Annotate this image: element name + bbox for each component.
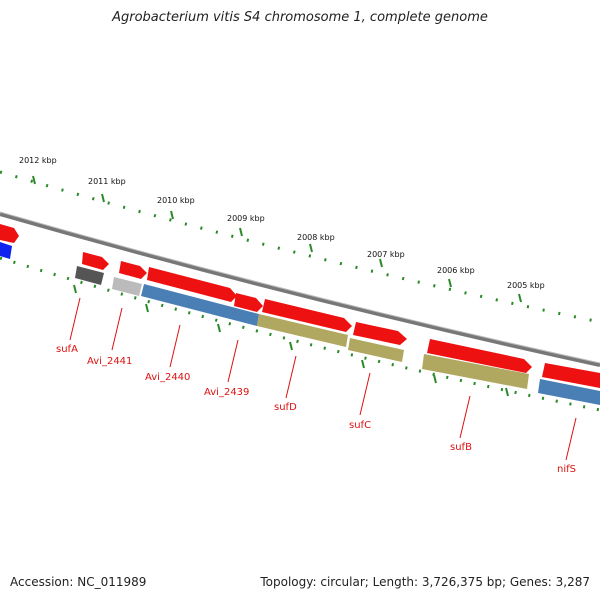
kbp-label: 2007 kbp (367, 250, 405, 259)
minor-tick (433, 374, 437, 384)
scale-labels: 2012 kbp 2011 kbp 2010 kbp 2009 kbp 2008… (19, 156, 545, 290)
major-tick (518, 293, 522, 303)
gene-feature (82, 252, 109, 270)
gene-label-sufd: sufD (274, 402, 297, 413)
gene-feature (427, 339, 532, 373)
gene-feature (542, 363, 600, 388)
gene-feature (257, 314, 348, 347)
gene-feature (119, 261, 147, 279)
minor-tick (289, 341, 293, 351)
gene-labels: sufA Avi_2441 Avi_2440 Avi_2439 sufD suf… (56, 344, 576, 475)
forward-strand-genes (0, 224, 600, 388)
gene-feature (538, 379, 600, 405)
gene-leader-lines (69, 297, 577, 461)
kbp-label: 2005 kbp (507, 281, 545, 290)
gene-label-avi-2441: Avi_2441 (87, 356, 132, 367)
genome-backbone (0, 212, 600, 367)
kbp-label: 2012 kbp (19, 156, 57, 165)
gene-label-sufc: sufC (349, 420, 371, 431)
outer-scale-ring (0, 170, 600, 324)
accession-label: Accession: NC_011989 (10, 575, 147, 589)
kbp-label: 2009 kbp (227, 214, 265, 223)
kbp-label: 2011 kbp (88, 177, 126, 186)
gene-feature (0, 224, 19, 243)
minor-tick (505, 387, 509, 397)
gene-feature (112, 277, 142, 296)
gene-label-nifs: nifS (557, 464, 576, 475)
gene-label-avi-2440: Avi_2440 (145, 372, 190, 383)
gene-feature (422, 354, 529, 389)
major-tick (448, 278, 452, 288)
major-tick (32, 175, 36, 185)
gene-feature (262, 299, 352, 332)
minor-tick (73, 284, 77, 294)
gene-label-avi-2439: Avi_2439 (204, 387, 249, 398)
gene-feature (348, 338, 404, 362)
gene-feature (234, 293, 263, 312)
major-tick (309, 243, 313, 253)
gene-feature (75, 266, 104, 285)
inner-scale-ring (0, 256, 600, 412)
genome-title: Agrobacterium vitis S4 chromosome 1, com… (112, 10, 488, 25)
major-tick (379, 258, 383, 268)
kbp-label: 2010 kbp (157, 196, 195, 205)
gene-feature (0, 242, 12, 259)
major-tick (170, 210, 174, 220)
gene-feature (141, 284, 259, 326)
major-tick (239, 227, 243, 237)
minor-tick (361, 359, 365, 369)
minor-tick (217, 323, 221, 333)
topology-summary: Topology: circular; Length: 3,726,375 bp… (260, 575, 590, 589)
minor-tick (145, 303, 149, 313)
kbp-label: 2006 kbp (437, 266, 475, 275)
gene-feature (147, 267, 237, 302)
gene-label-sufb: sufB (450, 442, 472, 453)
gene-label-sufa: sufA (56, 344, 78, 355)
major-tick (101, 193, 105, 203)
kbp-label: 2008 kbp (297, 233, 335, 242)
gene-feature (353, 322, 407, 345)
reverse-strand-genes (0, 242, 600, 405)
